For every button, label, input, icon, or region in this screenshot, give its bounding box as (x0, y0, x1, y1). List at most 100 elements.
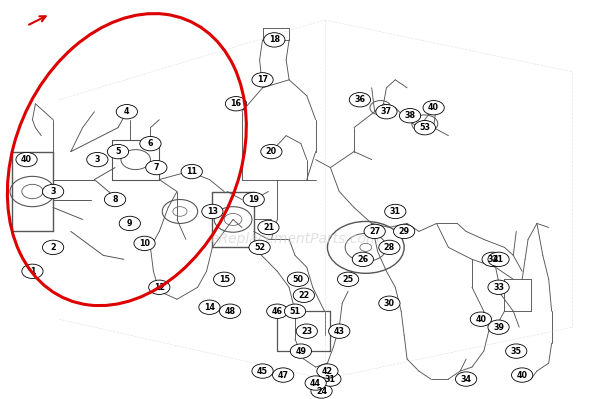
Circle shape (488, 252, 509, 267)
Circle shape (287, 272, 309, 286)
Text: 3: 3 (50, 187, 56, 196)
Circle shape (506, 344, 527, 358)
Text: 7: 7 (153, 163, 159, 172)
Text: 35: 35 (511, 347, 522, 356)
Text: 45: 45 (257, 367, 268, 375)
Circle shape (320, 372, 341, 386)
Circle shape (140, 136, 161, 151)
Text: 6: 6 (148, 139, 153, 148)
Circle shape (267, 304, 288, 318)
Text: 10: 10 (139, 239, 150, 248)
Text: 31: 31 (390, 207, 401, 216)
Text: 40: 40 (476, 315, 486, 324)
Text: eReplacementParts.com: eReplacementParts.com (210, 232, 380, 247)
Text: 32: 32 (487, 255, 498, 264)
Circle shape (202, 204, 223, 219)
Circle shape (329, 324, 350, 338)
Text: 34: 34 (461, 375, 471, 383)
Text: 40: 40 (21, 155, 32, 164)
Circle shape (394, 224, 415, 239)
Circle shape (284, 304, 306, 318)
Circle shape (379, 240, 400, 255)
Circle shape (252, 73, 273, 87)
Circle shape (364, 224, 385, 239)
Text: 33: 33 (493, 283, 504, 292)
Text: 5: 5 (115, 147, 121, 156)
Circle shape (376, 105, 397, 119)
Text: 3: 3 (94, 155, 100, 164)
Text: 22: 22 (298, 291, 310, 300)
Text: 17: 17 (257, 75, 268, 84)
Circle shape (252, 364, 273, 378)
Circle shape (264, 33, 285, 47)
Circle shape (337, 272, 359, 286)
Text: 39: 39 (493, 323, 504, 332)
Text: 21: 21 (263, 223, 274, 232)
Text: 48: 48 (225, 307, 235, 316)
Circle shape (258, 220, 279, 235)
Circle shape (181, 164, 202, 179)
Text: 28: 28 (384, 243, 395, 252)
Circle shape (219, 304, 241, 318)
Text: 27: 27 (369, 227, 380, 236)
Text: 9: 9 (127, 219, 133, 228)
Text: 20: 20 (266, 147, 277, 156)
Text: 51: 51 (290, 307, 300, 316)
Circle shape (423, 101, 444, 115)
Circle shape (104, 192, 126, 207)
Circle shape (488, 280, 509, 294)
Text: 49: 49 (296, 347, 306, 356)
Circle shape (214, 272, 235, 286)
Circle shape (305, 376, 326, 390)
Circle shape (385, 204, 406, 219)
Text: 14: 14 (204, 303, 215, 312)
Circle shape (293, 288, 314, 302)
Text: 44: 44 (310, 379, 321, 387)
Text: 52: 52 (254, 243, 265, 252)
Circle shape (352, 252, 373, 267)
Text: 37: 37 (381, 107, 392, 116)
Circle shape (199, 300, 220, 314)
Circle shape (261, 144, 282, 159)
Circle shape (87, 152, 108, 167)
Text: 36: 36 (355, 95, 365, 104)
Text: 2: 2 (50, 243, 56, 252)
Text: 18: 18 (269, 36, 280, 44)
Circle shape (243, 192, 264, 207)
Text: 13: 13 (207, 207, 218, 216)
Circle shape (16, 152, 37, 167)
Circle shape (379, 296, 400, 310)
Circle shape (470, 312, 491, 326)
Circle shape (42, 240, 64, 255)
Circle shape (349, 93, 371, 107)
Text: 53: 53 (419, 123, 430, 132)
Text: 38: 38 (405, 111, 415, 120)
Circle shape (455, 372, 477, 386)
Circle shape (311, 384, 332, 398)
Text: 41: 41 (493, 255, 504, 264)
Text: 8: 8 (112, 195, 118, 204)
Circle shape (488, 320, 509, 334)
Text: 30: 30 (384, 299, 395, 308)
Circle shape (225, 97, 247, 111)
Circle shape (512, 368, 533, 382)
Text: 23: 23 (301, 327, 312, 336)
Text: 15: 15 (219, 275, 230, 284)
Circle shape (146, 160, 167, 175)
Text: 40: 40 (428, 103, 439, 112)
Text: 4: 4 (124, 107, 130, 116)
Text: 47: 47 (278, 371, 289, 379)
Text: 43: 43 (334, 327, 345, 336)
Circle shape (119, 216, 140, 231)
Text: 24: 24 (316, 387, 327, 395)
Circle shape (149, 280, 170, 294)
Text: 11: 11 (186, 167, 197, 176)
Text: 25: 25 (343, 275, 353, 284)
Circle shape (107, 144, 129, 159)
Circle shape (273, 368, 294, 382)
Circle shape (22, 264, 43, 279)
Text: 26: 26 (358, 255, 368, 264)
Text: 29: 29 (399, 227, 409, 236)
Circle shape (116, 105, 137, 119)
Text: 16: 16 (231, 99, 241, 108)
